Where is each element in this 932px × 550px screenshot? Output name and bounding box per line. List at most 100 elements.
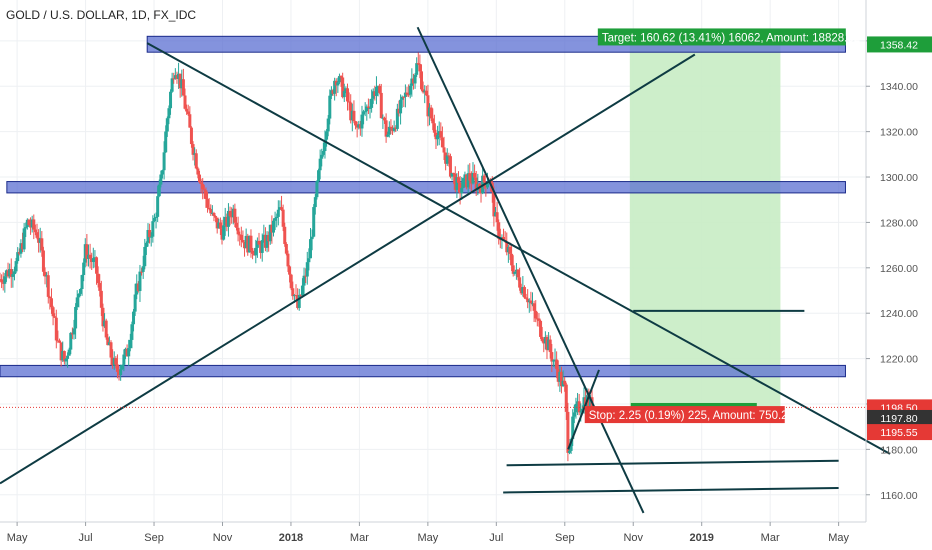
support-resistance-zone[interactable] [6, 181, 846, 194]
candle-body [246, 235, 250, 253]
candle-body [510, 253, 514, 266]
candle-body [429, 107, 433, 119]
trend-line[interactable] [0, 53, 696, 485]
candle-body [494, 212, 498, 217]
candle-body [296, 295, 300, 308]
candle-body [254, 247, 258, 256]
candle-body [476, 183, 480, 190]
trend-line[interactable] [146, 42, 891, 455]
candle-body [90, 258, 94, 263]
candle-body [548, 339, 552, 353]
candle-body [534, 310, 538, 319]
candle-body [180, 79, 184, 89]
candle-body [247, 235, 251, 253]
support-resistance-zone[interactable] [0, 364, 846, 378]
trend-line[interactable] [416, 26, 645, 514]
y-tick-label: 1220.00 [880, 354, 918, 366]
candle-body [61, 351, 65, 361]
candle-body [584, 397, 588, 407]
candle-body [157, 184, 161, 197]
candle-body [365, 106, 369, 112]
candle-body [6, 270, 10, 277]
candle-body [62, 351, 66, 362]
candle-body [345, 88, 349, 102]
candle-body [101, 307, 105, 327]
candle-body [135, 283, 139, 295]
candle-body [458, 182, 462, 194]
candle-body [442, 147, 446, 153]
candle-body [239, 234, 243, 240]
candle-body [231, 208, 235, 218]
candle-body [315, 181, 319, 198]
candle-body [564, 384, 568, 412]
candle-body [399, 99, 403, 114]
candle-body [357, 124, 361, 128]
entry-price-badge: 1197.80 [880, 413, 917, 425]
candle-body [466, 173, 470, 188]
candle-body [154, 216, 158, 218]
candle-body [553, 359, 557, 361]
candle-body [220, 228, 224, 240]
x-tick-label: Sep [144, 532, 164, 544]
y-tick-label: 1260.00 [880, 263, 918, 275]
candle-body [518, 277, 522, 288]
target-price-badge-bg [867, 36, 932, 53]
candle-body [522, 287, 526, 298]
x-tick-label: Sep [555, 532, 575, 544]
candle-body [25, 219, 29, 228]
candle-body [312, 207, 316, 237]
candle-body [21, 243, 25, 250]
trend-line[interactable] [506, 459, 839, 467]
x-tick-label: Nov [623, 532, 643, 544]
candle-body [543, 336, 547, 344]
candle-body [204, 190, 208, 200]
candle-body [281, 209, 285, 227]
candle-body [431, 118, 435, 124]
candle-body [223, 216, 227, 226]
y-tick-label: 1300.00 [880, 172, 918, 184]
candle-body [358, 124, 362, 129]
candle-body [234, 222, 238, 228]
candle-body [262, 234, 266, 241]
candle-body [539, 320, 543, 337]
candle-body [173, 75, 177, 79]
candle-body [251, 250, 255, 254]
candle-body [555, 359, 559, 370]
candle-body [389, 126, 393, 129]
candle-body [349, 102, 353, 121]
trend-line[interactable] [503, 486, 839, 494]
candle-body [140, 271, 144, 273]
candle-body [14, 261, 18, 272]
candle-body [241, 239, 245, 243]
candle-body [379, 92, 383, 119]
candle-body [415, 63, 419, 75]
target-label: Target: 160.62 (13.41%) 16062, Amount: 1… [602, 32, 860, 44]
candle-body [326, 118, 330, 132]
candle-body [362, 111, 366, 115]
candle-body [563, 380, 567, 385]
candle-body [405, 92, 409, 95]
candle-body [207, 207, 211, 210]
candle-body [402, 96, 406, 98]
candle-body [463, 174, 467, 179]
candle-body [199, 182, 203, 184]
candle-body [164, 131, 168, 153]
candle-body [323, 139, 327, 152]
candle-body [292, 294, 296, 297]
candle-body [511, 265, 515, 274]
candle-body [328, 95, 332, 119]
candle-body [531, 303, 535, 305]
candle-body [378, 85, 382, 93]
candle-body [152, 217, 156, 222]
candle-body [141, 266, 145, 272]
y-tick-label: 1180.00 [880, 444, 917, 456]
candle-body [386, 134, 390, 137]
candle-body [395, 108, 399, 129]
trend-line[interactable] [567, 369, 600, 450]
candle-body [535, 318, 539, 320]
candle-body [132, 311, 136, 325]
candle-body [284, 243, 288, 254]
candle-body [193, 153, 197, 155]
